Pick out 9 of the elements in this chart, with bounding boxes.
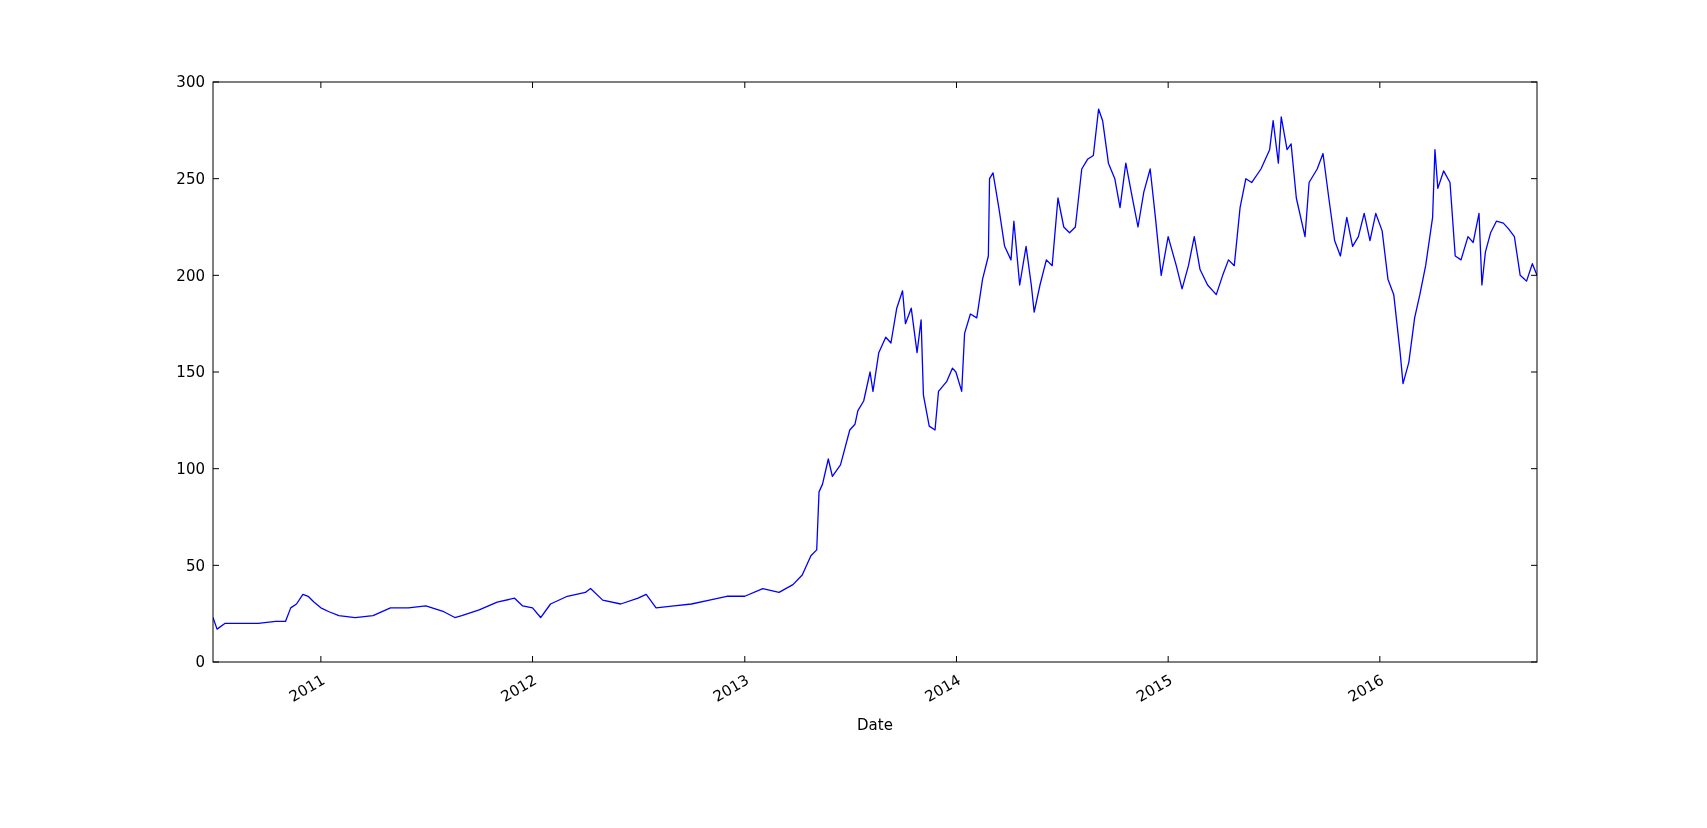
y-tick-label: 0 (195, 653, 205, 672)
x-axis-title: Date (857, 716, 893, 734)
y-tick-label: 250 (176, 169, 205, 188)
y-tick-label: 50 (185, 556, 205, 575)
y-tick-label: 300 (176, 73, 205, 92)
line-series (213, 108, 1537, 630)
y-tick-label: 150 (176, 363, 205, 382)
y-tick-label: 100 (176, 459, 205, 478)
y-tick-label: 200 (176, 266, 205, 285)
